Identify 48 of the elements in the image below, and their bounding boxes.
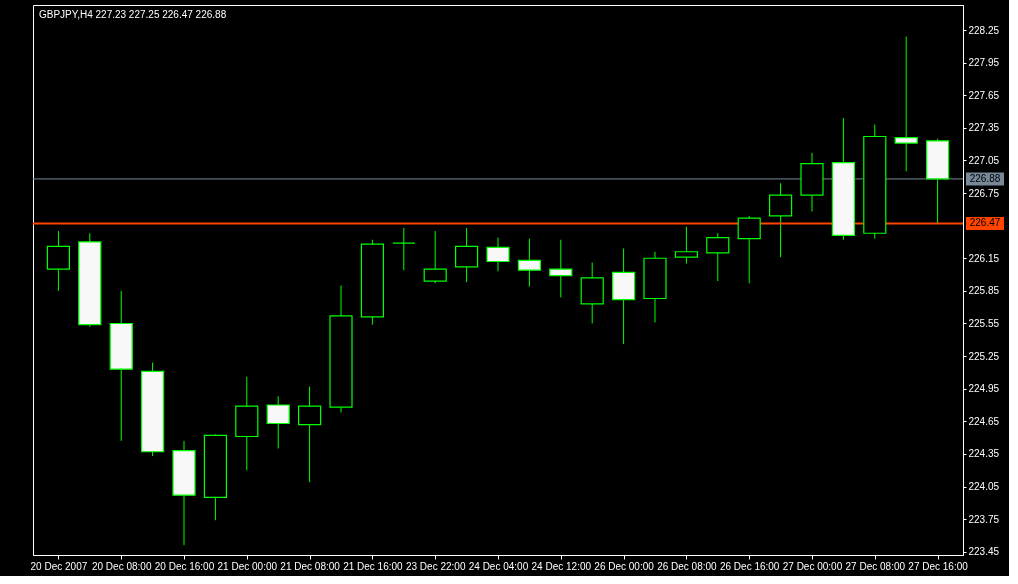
candlestick (298, 386, 322, 483)
candlestick (392, 227, 416, 271)
y-tick-label: 225.25 (968, 350, 1000, 362)
candlestick (517, 238, 541, 288)
x-tick-label: 24 Dec 04:00 (468, 560, 529, 572)
x-tick-label: 20 Dec 2007 (30, 560, 88, 572)
y-tick-label: 227.95 (968, 57, 1000, 69)
x-tick-label: 21 Dec 16:00 (343, 560, 404, 572)
ref-line-label: 226.47 (969, 217, 1001, 229)
candlestick (486, 237, 510, 272)
x-tick-label: 26 Dec 08:00 (657, 560, 718, 572)
y-tick-label: 227.35 (968, 122, 1000, 134)
candlestick (423, 230, 447, 284)
y-tick-label: 223.75 (968, 513, 1000, 525)
x-tick-label: 27 Dec 08:00 (845, 560, 906, 572)
x-tick-label: 20 Dec 16:00 (154, 560, 215, 572)
y-tick-label: 227.65 (968, 89, 1000, 101)
y-tick-label: 224.65 (968, 415, 1000, 427)
candlestick (549, 239, 573, 298)
candlestick (46, 230, 71, 292)
x-tick-label: 24 Dec 12:00 (531, 560, 592, 572)
candlestick (674, 226, 698, 265)
y-tick-label: 226.15 (968, 252, 1000, 264)
x-tick-label: 27 Dec 00:00 (782, 560, 843, 572)
y-tick-label: 224.95 (968, 383, 1000, 395)
y-tick-label: 224.35 (968, 448, 1000, 460)
candlestick (706, 232, 730, 282)
x-tick-label: 21 Dec 08:00 (280, 560, 341, 572)
x-tick-label: 21 Dec 00:00 (217, 560, 278, 572)
ref-line-label: 226.88 (969, 172, 1001, 184)
candlestick (455, 227, 479, 283)
y-tick-label: 225.85 (968, 285, 1000, 297)
y-tick-label: 223.45 (968, 546, 1000, 558)
x-tick-label: 26 Dec 00:00 (594, 560, 655, 572)
candlestick (768, 182, 793, 258)
candlestick (266, 395, 290, 449)
x-tick-label: 27 Dec 16:00 (908, 560, 969, 572)
y-tick-label: 228.25 (968, 24, 1000, 36)
chart-title: GBPJPY,H4 227.23 227.25 226.47 226.88 (39, 9, 227, 20)
x-tick-label: 20 Dec 08:00 (91, 560, 152, 572)
y-tick-label: 227.05 (968, 154, 1000, 166)
y-tick-label: 225.55 (968, 317, 1000, 329)
candlestick (737, 215, 761, 284)
candlestick (894, 36, 918, 172)
x-tick-label: 23 Dec 22:00 (405, 560, 466, 572)
y-tick-label: 226.75 (968, 187, 1000, 199)
y-tick-label: 224.05 (968, 481, 1000, 493)
x-tick-label: 26 Dec 16:00 (719, 560, 780, 572)
